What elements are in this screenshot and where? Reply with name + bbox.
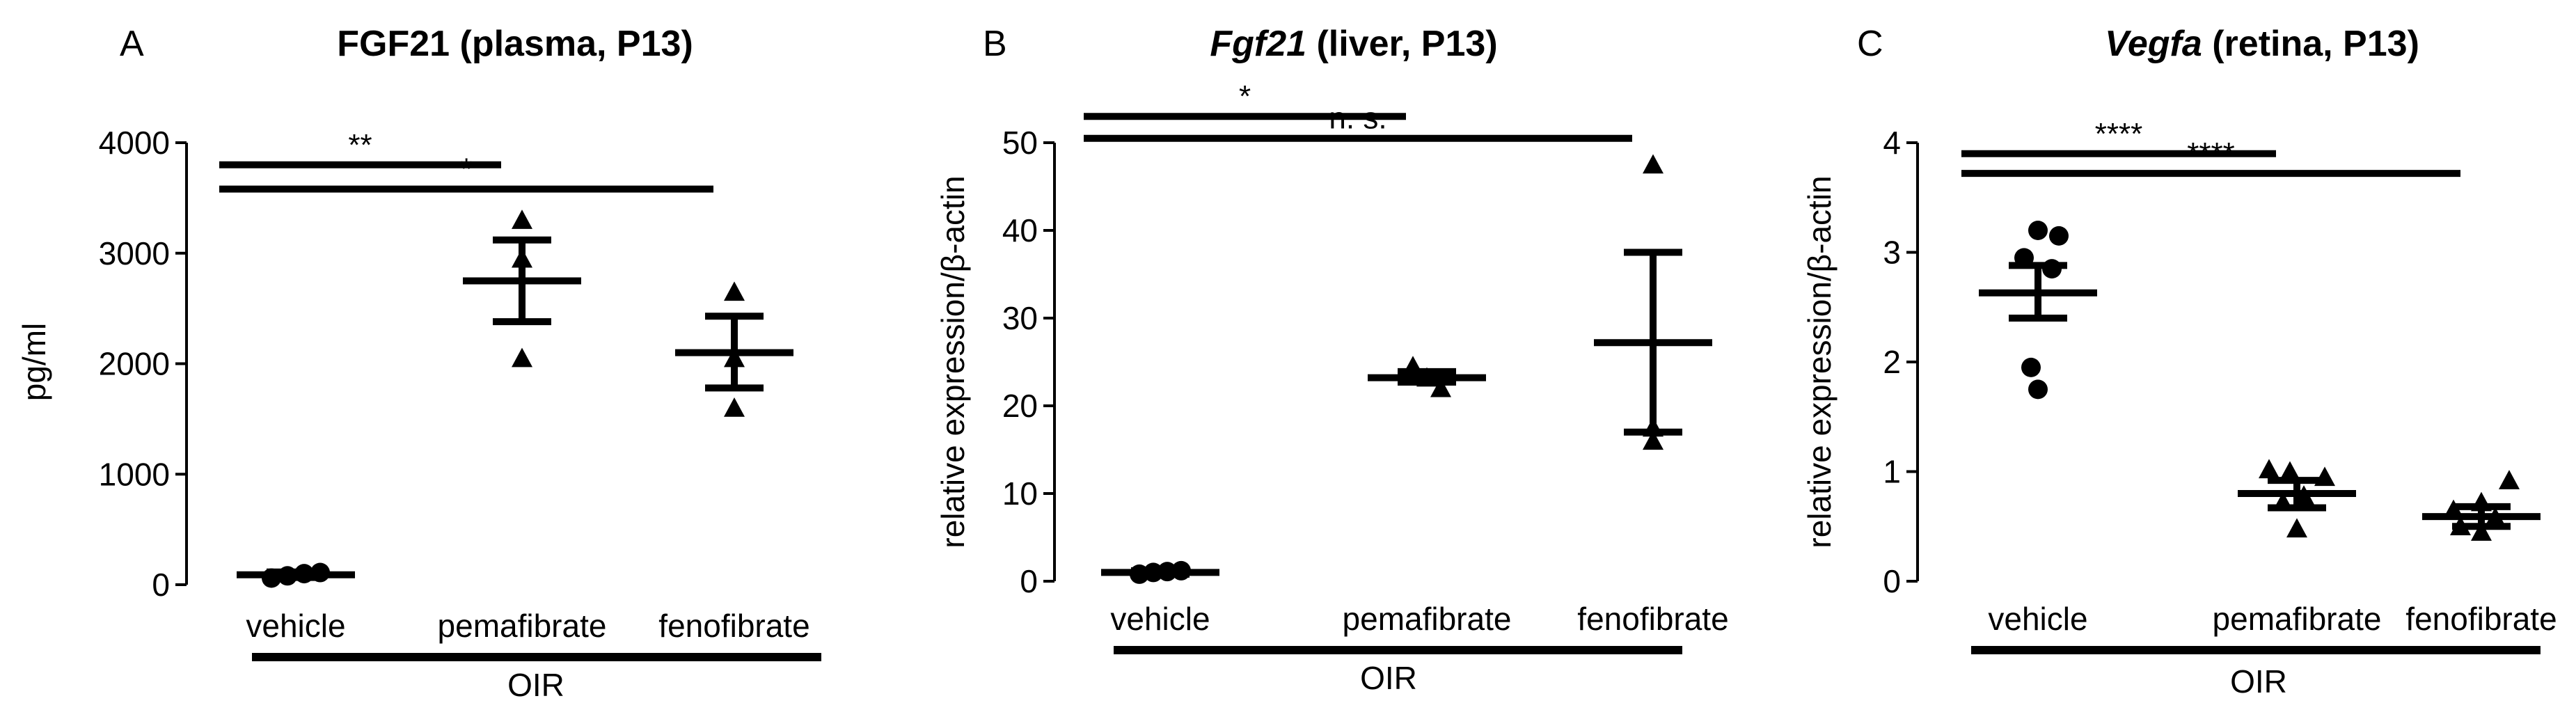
data-point [1416,367,1437,387]
group-label: OIR [2230,663,2287,700]
y-tick-label: 1 [1883,454,1901,490]
significance-label: **** [2187,136,2235,171]
title-main: FGF21 (plasma, P13) [337,24,693,64]
data-point [724,281,745,301]
x-tick-label: fenofibrate [1577,601,1728,637]
data-point [1643,430,1664,450]
significance-label: * [460,152,472,187]
data-point [2042,259,2062,279]
panel-label: B [983,24,1007,64]
data-point [2014,248,2034,268]
group-bar [1114,646,1682,654]
y-tick-label: 2000 [99,346,170,382]
data-point [2279,461,2300,481]
y-tick-label: 20 [1002,388,1038,424]
x-tick-label: fenofibrate [2405,601,2557,637]
y-tick-label: 10 [1002,475,1038,512]
plot-area: 0 1 2 3 4 **** **** [1883,117,2541,599]
significance-label: * [1239,79,1251,113]
data-point [724,347,745,368]
group-label: OIR [1360,660,1417,696]
y-tick-label: 0 [152,567,170,603]
title-rest: (retina, P13) [2202,24,2419,64]
data-point [262,568,281,588]
data-point [1402,356,1423,376]
data-point [310,562,330,583]
chart-title: Fgf21 (liver, P13) [1210,24,1497,64]
data-point [1430,377,1451,397]
data-point [1144,562,1163,583]
data-point [2028,379,2048,400]
y-axis-label: relative expression/β-actin [1801,175,1838,548]
y-tick-label: 3 [1883,235,1901,271]
data-point [512,347,532,368]
y-tick-label: 30 [1002,300,1038,336]
data-point [2049,226,2069,246]
y-tick-label: 4 [1883,125,1901,161]
x-tick-labels: vehicle pemafibrate fenofibrate [1988,601,2557,637]
data-point [2443,499,2464,519]
chart-title: Vegfa (retina, P13) [2105,24,2419,64]
x-tick-labels: vehicle pemafibrate fenofibrate [246,608,809,644]
y-tick-label: 1000 [99,456,170,492]
x-tick-label: vehicle [1110,601,1210,637]
panel-c: C Vegfa (retina, P13) relative expressio… [1801,24,2557,700]
data-point [2293,485,2314,505]
y-tick-label: 2 [1883,344,1901,380]
title-rest: (liver, P13) [1306,24,1498,64]
data-point [2485,507,2506,527]
y-tick-label: 40 [1002,212,1038,248]
y-axis-label: pg/ml [16,323,52,401]
data-point [724,397,745,417]
data-point [2314,466,2335,487]
data-point [294,564,314,584]
x-tick-label: pemafibrate [2213,601,2382,637]
y-tick-label: 0 [1020,563,1038,599]
x-tick-label: fenofibrate [658,608,809,644]
y-tick-label: 50 [1002,125,1038,161]
data-point [2499,470,2520,489]
data-point [2471,491,2492,512]
y-tick-label: 0 [1883,563,1901,599]
group-bar [1971,646,2541,654]
y-tick-label: 4000 [99,125,170,161]
x-tick-label: vehicle [246,608,345,644]
panel-a: A FGF21 (plasma, P13) pg/ml 0 1000 2000 300… [16,24,821,703]
data-point [2259,459,2279,479]
data-point [1171,560,1191,581]
y-tick-label: 3000 [99,235,170,271]
data-point [512,210,532,229]
data-point [1643,417,1664,437]
x-tick-labels: vehicle pemafibrate fenofibrate [1110,601,1728,637]
significance-label: n. s. [1329,102,1386,136]
group-label: OIR [507,667,564,703]
x-tick-label: pemafibrate [438,608,607,644]
data-point [2450,516,2471,535]
panel-b: B Fgf21 (liver, P13) relative expression… [935,24,1729,696]
data-point [2028,221,2048,240]
panel-label: C [1857,24,1883,64]
data-point [2471,521,2492,541]
data-point [2273,491,2293,512]
data-point [2286,518,2307,538]
data-point [2021,357,2041,377]
x-tick-label: vehicle [1988,601,2087,637]
title-italic: Vegfa [2105,24,2202,64]
panel-label: A [120,24,144,64]
chart-title: FGF21 (plasma, P13) [337,24,693,64]
data-point [1157,562,1177,582]
group-bar [252,653,821,661]
data-point [278,566,297,586]
title-italic: Fgf21 [1210,24,1306,64]
x-tick-label: pemafibrate [1343,601,1512,637]
significance-label: ** [348,128,372,162]
data-point [512,248,532,268]
plot-area: 0 10 20 30 40 50 * n. s. [1002,79,1712,599]
data-point [1643,154,1664,174]
significance-label: **** [2095,117,2143,151]
y-axis-label: relative expression/β-actin [935,175,971,548]
